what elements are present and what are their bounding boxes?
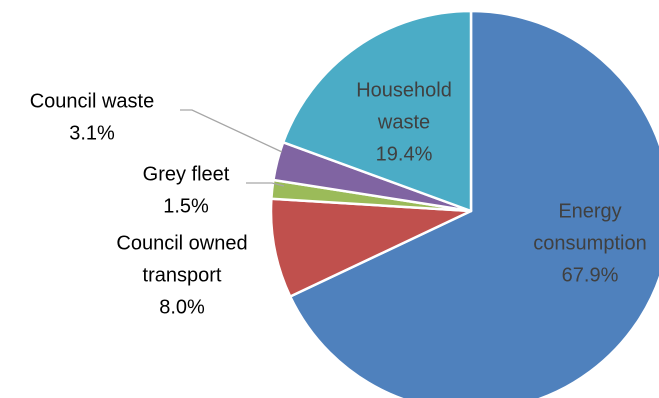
label-energy-consumption: Energy consumption 67.9% <box>533 200 646 286</box>
pie-slices <box>269 9 659 398</box>
category-label: Energy <box>558 200 621 222</box>
label-council-waste: Council waste 3.1% <box>30 90 155 144</box>
category-label: waste <box>377 111 430 133</box>
label-council-owned-transport: Council owned transport 8.0% <box>116 232 247 318</box>
leader-council-waste <box>180 109 283 153</box>
category-label: transport <box>143 264 222 286</box>
category-label: Council waste <box>30 90 155 112</box>
leader-grey-fleet <box>246 182 285 187</box>
category-label: Grey fleet <box>143 163 230 185</box>
category-label: Household <box>356 79 452 101</box>
value-label: 8.0% <box>159 296 205 318</box>
slice-household-waste <box>281 9 473 213</box>
leader-lines <box>180 109 285 187</box>
label-household-waste: Household waste 19.4% <box>356 79 452 165</box>
value-label: 67.9% <box>562 264 619 286</box>
slice-council-owned-transport <box>269 197 473 298</box>
category-label: consumption <box>533 232 646 254</box>
label-grey-fleet: Grey fleet 1.5% <box>143 163 230 217</box>
slice-energy-consumption <box>288 9 659 398</box>
value-label: 1.5% <box>163 195 209 217</box>
category-label: Council owned <box>116 232 247 254</box>
value-label: 3.1% <box>69 122 115 144</box>
value-label: 19.4% <box>376 143 433 165</box>
slice-labels: Energy consumption 67.9% Council owned trans… <box>30 79 647 318</box>
